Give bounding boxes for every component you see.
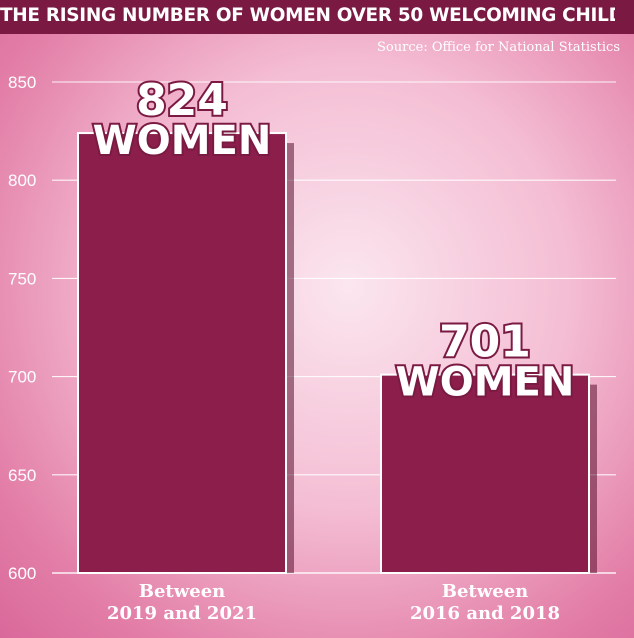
data-label-number: 701 [439,317,531,368]
y-tick-label: 850 [8,73,36,92]
bar [77,132,287,574]
x-category-label: Between 2016 and 2018 [410,581,560,624]
source-note: Source: Office for National Statistics [377,40,620,55]
y-tick-label: 600 [8,564,36,583]
y-tick-label: 800 [8,171,36,190]
chart-title: THE RISING NUMBER OF WOMEN OVER 50 WELCO… [0,4,615,26]
y-tick-label: 650 [8,466,36,485]
bar [380,373,590,574]
title-bar [0,0,634,34]
data-label-unit: WOMEN [396,360,575,406]
y-tick-label: 750 [8,269,36,288]
data-label-number: 824 [136,75,228,126]
y-tick-label: 700 [8,368,36,387]
x-category-label: Between 2019 and 2021 [107,581,257,624]
data-label-unit: WOMEN [93,118,272,164]
